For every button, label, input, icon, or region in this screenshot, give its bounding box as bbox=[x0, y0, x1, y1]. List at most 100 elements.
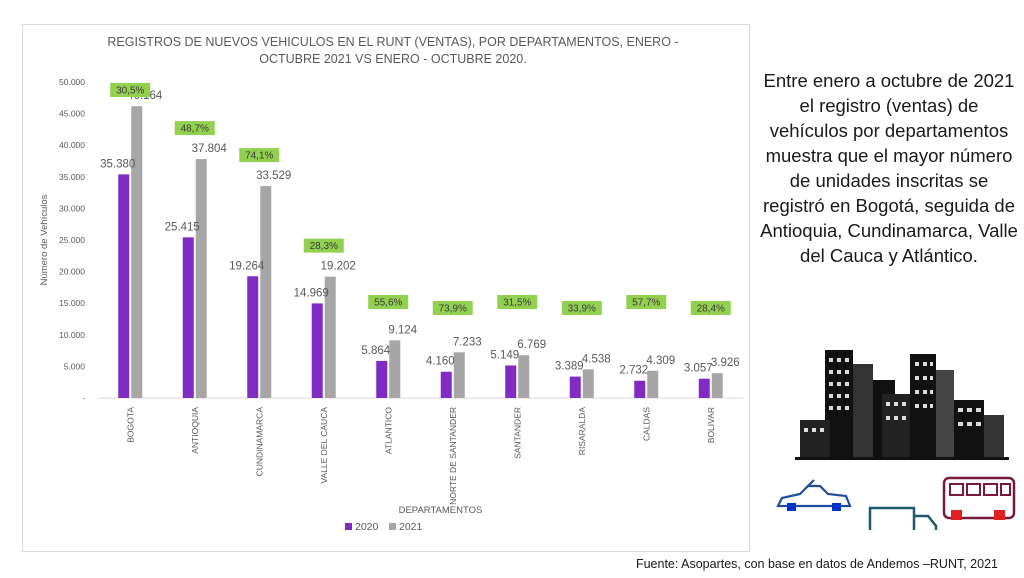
bar-2021 bbox=[453, 352, 465, 398]
data-label-2021: 7.233 bbox=[453, 336, 482, 348]
data-label-2020: 2.732 bbox=[619, 365, 648, 377]
bar-2020 bbox=[182, 237, 194, 398]
growth-badge-label: 31,5% bbox=[503, 298, 531, 309]
car-wheel-rear-icon bbox=[832, 503, 841, 511]
category-label: ANTIOQUIA bbox=[190, 407, 200, 454]
bar-2021 bbox=[647, 370, 659, 398]
chart-title: REGISTROS DE NUEVOS VEHICULOS EN EL RUNT… bbox=[83, 34, 703, 68]
city-skyline-icon bbox=[795, 350, 1009, 460]
bar-2020 bbox=[634, 380, 646, 398]
source-note: Fuente: Asopartes, con base en datos de … bbox=[635, 557, 998, 571]
bar-chart: - 5.000 10.000 15.000 20.000 25.000 30.000 35.0… bbox=[39, 77, 743, 533]
data-label-2020: 4.160 bbox=[426, 356, 455, 368]
data-label-2021: 6.769 bbox=[517, 339, 546, 351]
growth-badge bbox=[303, 238, 344, 253]
growth-badge bbox=[174, 121, 215, 136]
bar-2020 bbox=[569, 376, 581, 398]
category-label: BOGOTA bbox=[125, 407, 135, 443]
data-label-2021: 4.309 bbox=[646, 355, 675, 367]
x-axis-label: DEPARTAMENTOS bbox=[399, 505, 483, 516]
data-label-2021: 33.529 bbox=[256, 170, 291, 182]
data-label-2020: 5.149 bbox=[490, 349, 519, 361]
bar-2021 bbox=[582, 369, 594, 398]
bar-2020 bbox=[698, 378, 710, 398]
data-label-2020: 35.380 bbox=[100, 158, 135, 170]
data-label-2021: 19.202 bbox=[321, 261, 356, 273]
y-tick-label: 50.000 bbox=[59, 77, 85, 87]
bar-2021 bbox=[260, 186, 272, 398]
growth-badge-label: 57,7% bbox=[632, 298, 660, 309]
y-tick-label: 20.000 bbox=[59, 267, 85, 277]
y-tick-label: 25.000 bbox=[59, 235, 85, 245]
bar-2020 bbox=[118, 174, 130, 398]
bar-2021 bbox=[389, 340, 401, 398]
growth-badge bbox=[239, 148, 280, 163]
legend-swatch-2020 bbox=[345, 523, 352, 530]
category-label: NORTE DE SANTANDER bbox=[448, 407, 458, 505]
bar-2020 bbox=[247, 276, 259, 398]
data-label-2020: 14.969 bbox=[294, 287, 329, 299]
bar-2020 bbox=[311, 303, 323, 398]
bar-2021 bbox=[518, 355, 530, 398]
category-label: CALDAS bbox=[641, 407, 651, 441]
data-label-2021: 4.538 bbox=[582, 353, 611, 365]
data-label-2020: 3.389 bbox=[555, 361, 584, 373]
growth-badge bbox=[497, 295, 538, 309]
growth-badge bbox=[690, 301, 731, 315]
growth-badge bbox=[561, 301, 602, 315]
y-tick-label: 45.000 bbox=[59, 109, 85, 119]
delivery-truck-icon bbox=[868, 506, 938, 530]
illustrations bbox=[776, 350, 1016, 530]
bar-2021 bbox=[131, 106, 143, 398]
growth-badge-label: 74,1% bbox=[245, 151, 273, 162]
growth-badge-label: 55,6% bbox=[374, 298, 402, 309]
chart-frame: - 5.000 10.000 15.000 20.000 25.000 30.000 35.0… bbox=[22, 24, 750, 552]
category-label: SANTANDER bbox=[512, 407, 522, 459]
data-label-2020: 3.057 bbox=[684, 363, 713, 375]
y-axis-label: Número de Vehículos bbox=[39, 194, 50, 285]
summary-text: Entre enero a octubre de 2021 el registr… bbox=[760, 70, 1018, 266]
data-label-2020: 25.415 bbox=[165, 221, 200, 233]
convertible-car-icon bbox=[776, 479, 852, 508]
growth-badge-label: 33,9% bbox=[568, 304, 596, 315]
y-tick-label: 10.000 bbox=[59, 330, 85, 340]
category-label: ATLANTICO bbox=[383, 407, 393, 454]
growth-badge-label: 30,5% bbox=[116, 86, 144, 97]
growth-badge bbox=[368, 295, 409, 309]
legend-swatch-2021 bbox=[389, 523, 396, 530]
growth-badge bbox=[432, 301, 473, 315]
category-label: RISARALDA bbox=[577, 407, 587, 456]
category-label: BOLIVAR bbox=[706, 407, 716, 443]
bus-icon bbox=[942, 476, 1016, 520]
bar-2021 bbox=[711, 373, 723, 398]
y-tick-label: 35.000 bbox=[59, 172, 85, 182]
bar-2020 bbox=[505, 365, 517, 398]
y-tick-label: 40.000 bbox=[59, 140, 85, 150]
legend-label-2020: 2020 bbox=[355, 521, 379, 533]
car-wheel-front-icon bbox=[787, 503, 796, 511]
chart-title-line-1: REGISTROS DE NUEVOS VEHICULOS EN EL RUNT… bbox=[107, 35, 679, 49]
growth-badge bbox=[626, 295, 667, 309]
y-tick-label: 30.000 bbox=[59, 203, 85, 213]
y-tick-label: 5.000 bbox=[64, 361, 86, 371]
data-label-2020: 5.864 bbox=[361, 345, 390, 357]
bar-2020 bbox=[376, 360, 388, 398]
data-label-2020: 19.264 bbox=[229, 260, 265, 272]
data-label-2021: 9.124 bbox=[388, 324, 417, 336]
growth-badge-label: 48,7% bbox=[181, 124, 209, 135]
bar-2021 bbox=[324, 276, 336, 398]
category-label: VALLE DEL CAUCA bbox=[319, 407, 329, 484]
growth-badge-label: 73,9% bbox=[439, 304, 467, 315]
category-label: CUNDINAMARCA bbox=[254, 407, 264, 477]
growth-badge-label: 28,4% bbox=[697, 304, 725, 315]
legend-label-2021: 2021 bbox=[399, 521, 423, 533]
bar-2021 bbox=[195, 159, 207, 398]
y-tick-label: 15.000 bbox=[59, 298, 85, 308]
growth-badge-label: 28,3% bbox=[310, 241, 338, 252]
bar-2020 bbox=[440, 371, 452, 398]
data-label-2021: 3.926 bbox=[711, 357, 740, 369]
chart-title-line-2: OCTUBRE 2021 VS ENERO - OCTUBRE 2020. bbox=[259, 52, 527, 66]
y-tick-label: - bbox=[82, 393, 85, 403]
data-label-2021: 37.804 bbox=[192, 143, 228, 155]
growth-badge bbox=[110, 83, 151, 97]
